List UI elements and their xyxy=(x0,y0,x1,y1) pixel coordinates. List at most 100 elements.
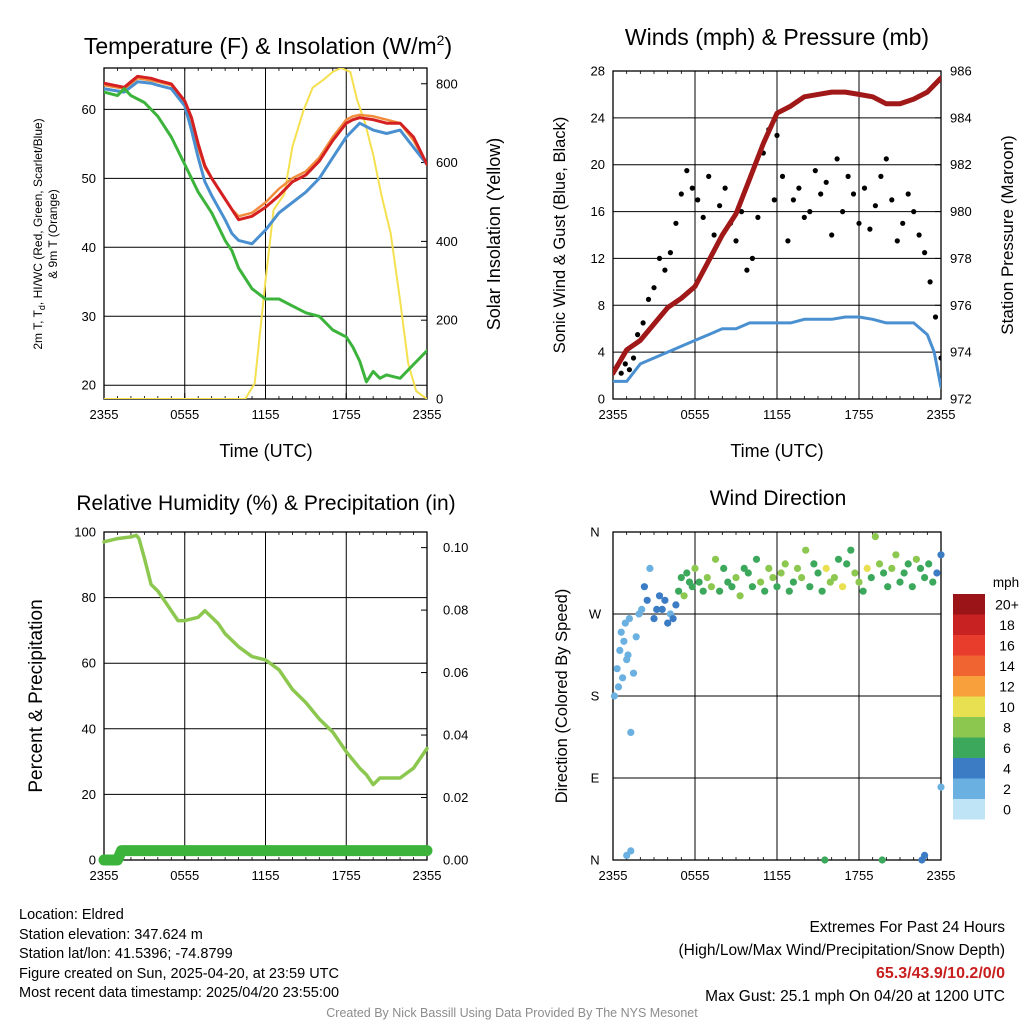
direction-point xyxy=(640,583,649,591)
y-right-tick-label: 200 xyxy=(436,313,458,328)
direction-point xyxy=(699,587,707,595)
gust-point xyxy=(905,191,911,197)
y-right-axis-label: Solar Insolation (Yellow) xyxy=(484,138,504,330)
direction-point xyxy=(643,596,651,604)
x-tick-label: 1755 xyxy=(845,868,874,883)
direction-point xyxy=(839,583,847,591)
direction-point xyxy=(937,551,945,559)
gust-point xyxy=(818,191,824,197)
credit-line: Created By Nick Bassill Using Data Provi… xyxy=(326,1006,698,1020)
y-left-tick-label: 50 xyxy=(82,171,96,186)
direction-point xyxy=(617,628,625,636)
direction-point xyxy=(871,533,880,541)
y-left-label-part: 2m T, T xyxy=(31,309,45,349)
y-right-tick-label: 600 xyxy=(436,155,458,170)
direction-point xyxy=(610,692,619,700)
series-group xyxy=(613,75,941,389)
y-left-tick-label: 60 xyxy=(82,102,96,117)
direction-point xyxy=(863,564,871,573)
direction-point xyxy=(830,574,839,582)
direction-point xyxy=(916,564,925,573)
direction-point xyxy=(789,578,798,586)
direction-point xyxy=(675,587,683,595)
y-right-tick-label: 974 xyxy=(950,345,972,360)
gust-point xyxy=(755,214,761,220)
gust-point xyxy=(630,355,637,361)
legend-label: 8 xyxy=(1003,719,1011,735)
x-tick-label: 0555 xyxy=(681,868,710,883)
y-left-tick-label: 40 xyxy=(82,721,96,736)
temperature-panel: 2355 0555 1155 1755 235520304050600200400600… xyxy=(31,32,504,461)
direction-point xyxy=(672,601,680,609)
direction-point xyxy=(781,560,789,568)
x-tick-label: 1755 xyxy=(332,407,361,422)
direction-point xyxy=(703,574,711,582)
direction-point xyxy=(761,587,769,595)
y-right-tick-label: 0.00 xyxy=(443,853,468,868)
direction-point xyxy=(777,569,785,577)
y-right-tick-label: 0.08 xyxy=(443,603,468,618)
y-right-tick-label: 0.10 xyxy=(443,540,468,555)
direction-point xyxy=(814,569,822,577)
direction-point xyxy=(933,569,941,577)
direction-point xyxy=(625,615,634,623)
gust-point xyxy=(749,255,756,261)
direction-point xyxy=(669,615,677,623)
gust-point xyxy=(645,296,652,302)
gust-point xyxy=(916,232,922,238)
figure-created: Figure created on Sun, 2025-04-20, at 23… xyxy=(19,965,339,982)
direction-point xyxy=(629,669,638,677)
x-tick-label: 2355 xyxy=(599,868,628,883)
y-left-tick-label: 20 xyxy=(82,378,96,393)
direction-point xyxy=(661,596,669,604)
meteogram-figure: 2355 0555 1155 1755 235520304050600200400600… xyxy=(26,24,1019,883)
direction-point xyxy=(822,564,830,573)
gust-point xyxy=(667,250,674,256)
x-tick-label: 2355 xyxy=(927,407,956,422)
gust-point xyxy=(711,232,717,238)
x-tick-label: 1155 xyxy=(252,868,280,883)
gust-point xyxy=(785,238,791,244)
y-left-tick-label: 8 xyxy=(598,298,605,313)
direction-point xyxy=(855,578,863,586)
gust-point xyxy=(662,267,668,273)
y-tick-label: N xyxy=(590,853,599,868)
legend-swatch xyxy=(953,655,985,676)
direction-point xyxy=(867,574,875,582)
direction-point xyxy=(653,605,661,614)
direction-point xyxy=(834,555,843,563)
direction-point xyxy=(843,560,851,568)
plot-frame xyxy=(103,531,428,861)
gust-point xyxy=(823,179,829,185)
y-left-axis-label: Sonic Wind & Gust (Blue, Black) xyxy=(551,117,569,354)
direction-point xyxy=(752,555,761,563)
direction-point xyxy=(707,583,716,591)
y-left-tick-label: 80 xyxy=(82,590,96,605)
gust-point xyxy=(840,209,846,215)
direction-point xyxy=(847,546,855,554)
gust-point xyxy=(626,367,633,373)
gust-point xyxy=(845,173,851,179)
direction-point xyxy=(664,619,672,627)
y-left-tick-label: 4 xyxy=(598,345,605,360)
direction-point xyxy=(875,560,884,568)
gust-point xyxy=(883,156,889,162)
direction-point xyxy=(806,583,814,591)
y-left-tick-label: 100 xyxy=(74,525,96,540)
legend-label: 16 xyxy=(999,637,1015,653)
gust-point xyxy=(717,203,723,209)
gust-point xyxy=(774,132,780,138)
y-left-tick-label: 20 xyxy=(591,157,605,172)
direction-point xyxy=(658,605,666,614)
most-recent-timestamp: Most recent data timestamp: 2025/04/20 2… xyxy=(19,985,340,1001)
gust-point xyxy=(744,267,750,273)
legend-swatch xyxy=(953,594,985,615)
gust-point xyxy=(622,361,628,367)
gust-point xyxy=(894,238,900,244)
y-right-tick-label: 982 xyxy=(950,157,972,172)
direction-point xyxy=(744,569,752,577)
direction-point xyxy=(632,633,640,641)
direction-point xyxy=(921,574,929,582)
direction-point xyxy=(802,546,810,554)
legend-swatch xyxy=(953,737,985,758)
